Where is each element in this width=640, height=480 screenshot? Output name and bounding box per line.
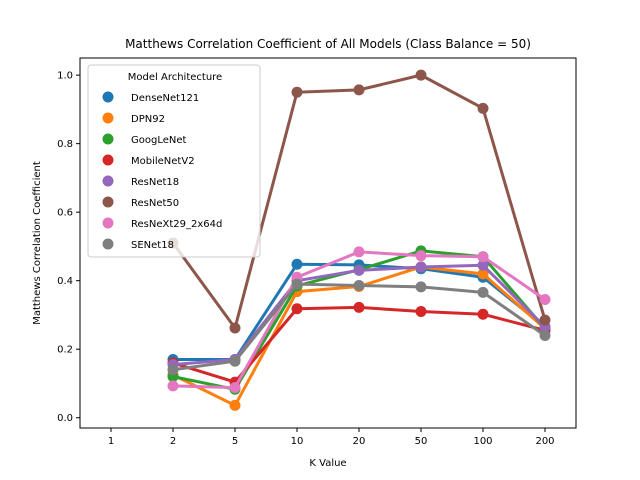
data-point xyxy=(415,69,427,81)
legend-marker xyxy=(102,91,114,103)
data-point xyxy=(353,84,365,96)
x-axis-label: K Value xyxy=(309,458,346,469)
legend-marker xyxy=(102,217,114,229)
data-point xyxy=(415,306,427,318)
legend-label: SENet18 xyxy=(131,240,174,251)
legend-marker xyxy=(102,112,114,124)
y-tick-label: 0.8 xyxy=(57,139,73,150)
y-tick-label: 0.0 xyxy=(57,413,73,424)
data-point xyxy=(353,246,365,258)
data-point xyxy=(229,382,241,394)
data-point xyxy=(291,303,303,315)
data-point xyxy=(415,281,427,293)
y-tick-label: 0.6 xyxy=(57,208,73,219)
data-point xyxy=(229,355,241,367)
data-point xyxy=(477,259,489,271)
series-senet18 xyxy=(167,278,551,376)
series-resnext29-2x64d xyxy=(167,246,551,394)
legend-label: ResNet50 xyxy=(131,198,179,209)
data-point xyxy=(539,330,551,341)
legend-label: GoogLeNet xyxy=(131,135,187,146)
plot-frame xyxy=(79,57,577,429)
series-layer xyxy=(167,69,551,411)
data-point xyxy=(477,308,489,320)
data-point xyxy=(229,322,241,334)
x-tick-label: 2 xyxy=(170,436,176,447)
data-point xyxy=(229,399,241,411)
chart-title: Matthews Correlation Coefficient of All … xyxy=(125,37,531,51)
x-tick-label: 200 xyxy=(535,436,554,447)
y-tick-label: 0.4 xyxy=(57,276,73,287)
legend-box xyxy=(87,64,261,258)
legend-label: DenseNet121 xyxy=(131,93,199,104)
legend-marker xyxy=(102,196,114,208)
y-axis-label: Matthews Correlation Coefficient xyxy=(32,161,43,325)
x-tick-label: 100 xyxy=(473,436,492,447)
legend-marker xyxy=(102,175,114,187)
x-tick-label: 5 xyxy=(232,436,238,447)
y-tick-label: 0.2 xyxy=(57,345,73,356)
legend-label: ResNet18 xyxy=(131,177,179,188)
data-point xyxy=(353,279,365,291)
data-point xyxy=(353,301,365,313)
data-point xyxy=(539,314,551,326)
legend: Model Architecture DenseNet121 DPN92 GoogL… xyxy=(87,64,261,258)
legend-label: ResNeXt29_2x64d xyxy=(131,219,222,230)
legend-title: Model Architecture xyxy=(128,72,222,83)
legend-label: DPN92 xyxy=(131,114,165,125)
y-tick-label: 1.0 xyxy=(57,71,73,82)
data-point xyxy=(539,294,551,306)
data-point xyxy=(477,286,489,298)
data-point xyxy=(167,380,179,392)
data-point xyxy=(415,261,427,273)
data-point xyxy=(477,102,489,114)
y-axis: 0.0 0.2 0.4 0.6 0.8 1.0 xyxy=(57,71,80,424)
x-tick-label: 50 xyxy=(415,436,428,447)
legend-items: DenseNet121 DPN92 GoogLeNet MobileNetV2 ResN… xyxy=(102,91,222,251)
data-point xyxy=(167,364,179,376)
data-point xyxy=(477,268,489,280)
data-point xyxy=(477,251,489,263)
legend-label: MobileNetV2 xyxy=(131,156,195,167)
data-point xyxy=(291,258,303,270)
x-tick-label: 20 xyxy=(353,436,366,447)
legend-marker xyxy=(102,154,114,166)
x-tick-label: 10 xyxy=(291,436,304,447)
x-axis: 1 2 5 10 20 50 100 200 xyxy=(108,428,555,447)
legend-marker xyxy=(102,133,114,145)
data-point xyxy=(291,278,303,290)
x-tick-label: 1 xyxy=(108,436,114,447)
data-point xyxy=(291,86,303,98)
data-point xyxy=(415,250,427,262)
legend-marker xyxy=(102,238,114,250)
data-point xyxy=(353,264,365,276)
